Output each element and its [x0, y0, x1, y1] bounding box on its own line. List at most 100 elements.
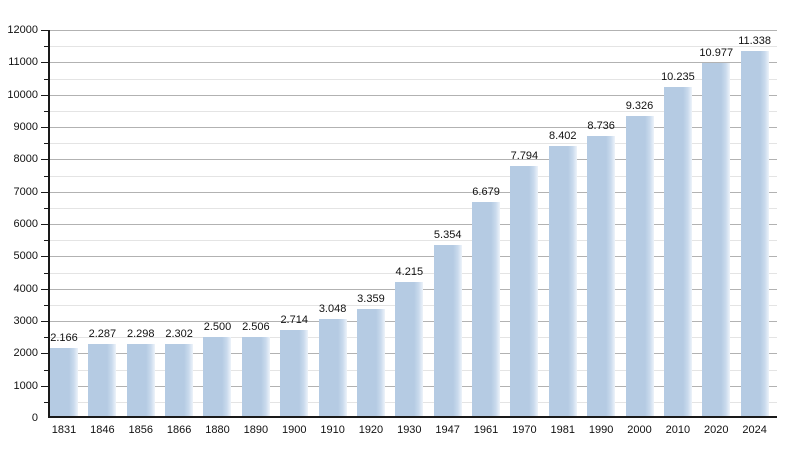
y-tick-label: 9000: [13, 121, 38, 133]
x-tick-label: 1900: [281, 424, 307, 436]
y-tick-label: 7000: [13, 185, 38, 198]
bar-2020: [702, 63, 731, 416]
bar-value-label: 2.298: [126, 327, 155, 340]
y-tick-label: 12000: [7, 24, 38, 36]
bar-1890: [241, 336, 270, 416]
y-axis-tick: [41, 127, 48, 128]
bar-1920: [356, 309, 385, 416]
y-tick-label: 0: [31, 412, 38, 424]
x-tick-label: 1981: [550, 424, 576, 436]
bar-value-label: 2.166: [50, 331, 78, 344]
y-tick-label: 6000: [13, 218, 38, 230]
bar-1831: [50, 347, 78, 416]
y-tick-label: 8000: [13, 153, 38, 166]
y-axis-tick: [41, 224, 48, 225]
y-tick-label: 11000: [8, 56, 38, 69]
y-axis-tick: [44, 369, 48, 371]
bar-value-label: 11.338: [738, 35, 772, 48]
bar-1970: [510, 166, 539, 416]
y-axis-tick: [41, 159, 48, 161]
bar-value-label: 2.506: [242, 320, 270, 333]
y-axis-tick: [41, 191, 48, 193]
minor-gridline: [48, 78, 777, 80]
x-tick-label: 1970: [512, 424, 537, 436]
x-tick-label: 1930: [397, 424, 422, 436]
bar-value-label: 3.048: [318, 303, 347, 316]
x-tick-label: 1990: [588, 424, 614, 436]
bar-value-label: 7.794: [510, 149, 539, 162]
x-tick-label: 2000: [627, 424, 652, 436]
minor-gridline: [48, 207, 777, 209]
y-axis-tick: [44, 46, 48, 48]
bar-value-label: 9.326: [625, 100, 654, 113]
x-axis-line: [48, 416, 777, 418]
y-axis-tick: [41, 30, 48, 31]
y-axis-tick: [44, 304, 48, 306]
bar-2010: [663, 87, 692, 416]
x-tick-label: 1961: [473, 424, 499, 436]
bar-1947: [433, 244, 462, 416]
x-tick-label: 1920: [358, 424, 384, 436]
bar-value-label: 4.215: [395, 265, 424, 278]
y-axis-line: [48, 30, 50, 418]
y-axis-tick: [41, 288, 48, 290]
major-gridline: [48, 159, 777, 161]
major-gridline: [48, 127, 777, 128]
minor-gridline: [48, 46, 777, 48]
x-tick-label: 1910: [320, 424, 345, 436]
major-gridline: [48, 256, 777, 258]
y-axis-tick: [44, 110, 48, 112]
major-gridline: [48, 30, 777, 31]
bar-value-label: 10.977: [699, 47, 734, 60]
major-gridline: [48, 62, 777, 64]
bar-1866: [165, 343, 194, 416]
x-tick-label: 1831: [51, 424, 77, 436]
major-gridline: [48, 94, 777, 96]
minor-gridline: [48, 110, 777, 112]
y-axis-tick: [44, 143, 48, 145]
x-tick-label: 1947: [435, 424, 460, 436]
minor-gridline: [48, 240, 777, 242]
major-gridline: [48, 191, 777, 193]
bar-2000: [625, 116, 654, 416]
bar-value-label: 5.354: [433, 228, 462, 241]
bar-1880: [203, 337, 232, 416]
bar-value-label: 2.500: [203, 321, 232, 334]
bar-value-label: 8.736: [587, 119, 615, 132]
y-axis-tick: [44, 337, 48, 339]
y-axis-tick: [44, 272, 48, 274]
x-tick-label: 2020: [704, 424, 729, 436]
x-tick-label: 1856: [128, 424, 153, 436]
bar-1846: [88, 344, 117, 416]
y-axis-tick: [44, 240, 48, 242]
y-axis-tick: [41, 353, 48, 355]
x-tick-label: 2010: [665, 424, 691, 436]
y-axis-tick: [44, 207, 48, 209]
y-axis-tick: [44, 175, 48, 177]
bar-value-label: 2.287: [88, 328, 117, 341]
bar-1930: [395, 281, 424, 416]
bar-1856: [126, 343, 155, 416]
major-gridline: [48, 224, 777, 225]
bar-2024: [740, 51, 769, 416]
y-tick-label: 4000: [13, 282, 38, 295]
x-tick-label: 1846: [90, 424, 115, 436]
y-tick-label: 1000: [13, 379, 38, 392]
y-axis-tick: [44, 78, 48, 80]
bar-1910: [318, 319, 347, 416]
y-tick-label: 2000: [13, 347, 38, 360]
y-axis-tick: [41, 321, 48, 322]
y-tick-label: 3000: [13, 315, 38, 327]
bar-value-label: 8.402: [549, 130, 577, 143]
bar-1990: [587, 135, 616, 416]
x-tick-label: 1890: [243, 424, 269, 436]
y-axis-tick: [41, 385, 48, 387]
minor-gridline: [48, 272, 777, 274]
bar-value-label: 3.359: [357, 293, 385, 306]
y-axis-tick: [44, 401, 48, 403]
bar-value-label: 2.714: [280, 314, 308, 327]
y-axis-tick: [41, 94, 48, 96]
bar-value-label: 10.235: [661, 71, 695, 84]
x-tick-label: 2024: [742, 424, 767, 436]
